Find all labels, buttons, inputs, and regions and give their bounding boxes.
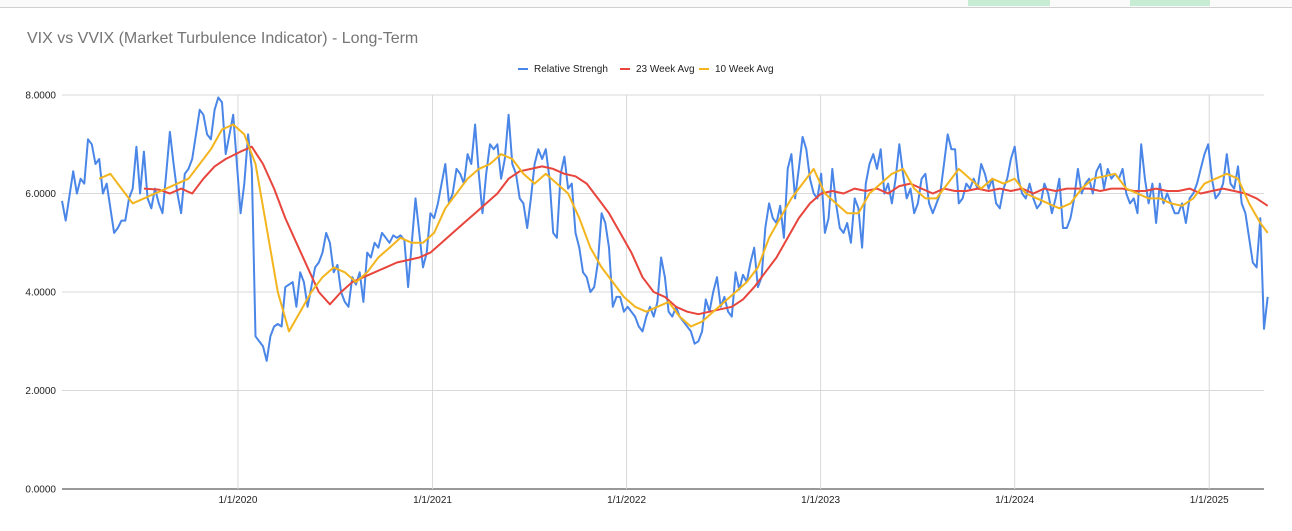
y-tick-label: 4.0000 <box>25 288 56 299</box>
legend: Relative Strengh 23 Week Avg 10 Week Avg <box>518 64 774 75</box>
series-line-1 <box>61 96 1269 362</box>
legend-label: 10 Week Avg <box>715 64 774 75</box>
gridlines <box>62 94 1264 490</box>
legend-label: 23 Week Avg <box>636 64 695 75</box>
series-layer <box>61 96 1269 362</box>
y-tick-label: 0.0000 <box>25 485 56 496</box>
x-axis: 1/1/2020 1/1/2021 1/1/2022 1/1/2023 1/1/2024… <box>218 495 1229 506</box>
legend-label: Relative Strengh <box>534 64 608 75</box>
spreadsheet-cell-strip <box>0 0 1292 8</box>
chart-title: VIX vs VVIX (Market Turbulence Indicator… <box>27 30 418 47</box>
series-line-3 <box>98 123 1269 333</box>
y-tick-label: 2.0000 <box>25 386 56 397</box>
y-tick-label: 8.0000 <box>25 91 56 102</box>
y-axis: 0.0000 2.0000 4.0000 6.0000 8.0000 <box>25 91 56 496</box>
x-tick-label: 1/1/2023 <box>801 495 840 506</box>
x-tick-label: 1/1/2022 <box>607 495 646 506</box>
x-tick-label: 1/1/2020 <box>218 495 257 506</box>
x-tick-label: 1/1/2025 <box>1190 495 1229 506</box>
x-tick-label: 1/1/2024 <box>995 495 1034 506</box>
y-tick-label: 6.0000 <box>25 189 56 200</box>
x-tick-label: 1/1/2021 <box>413 495 452 506</box>
